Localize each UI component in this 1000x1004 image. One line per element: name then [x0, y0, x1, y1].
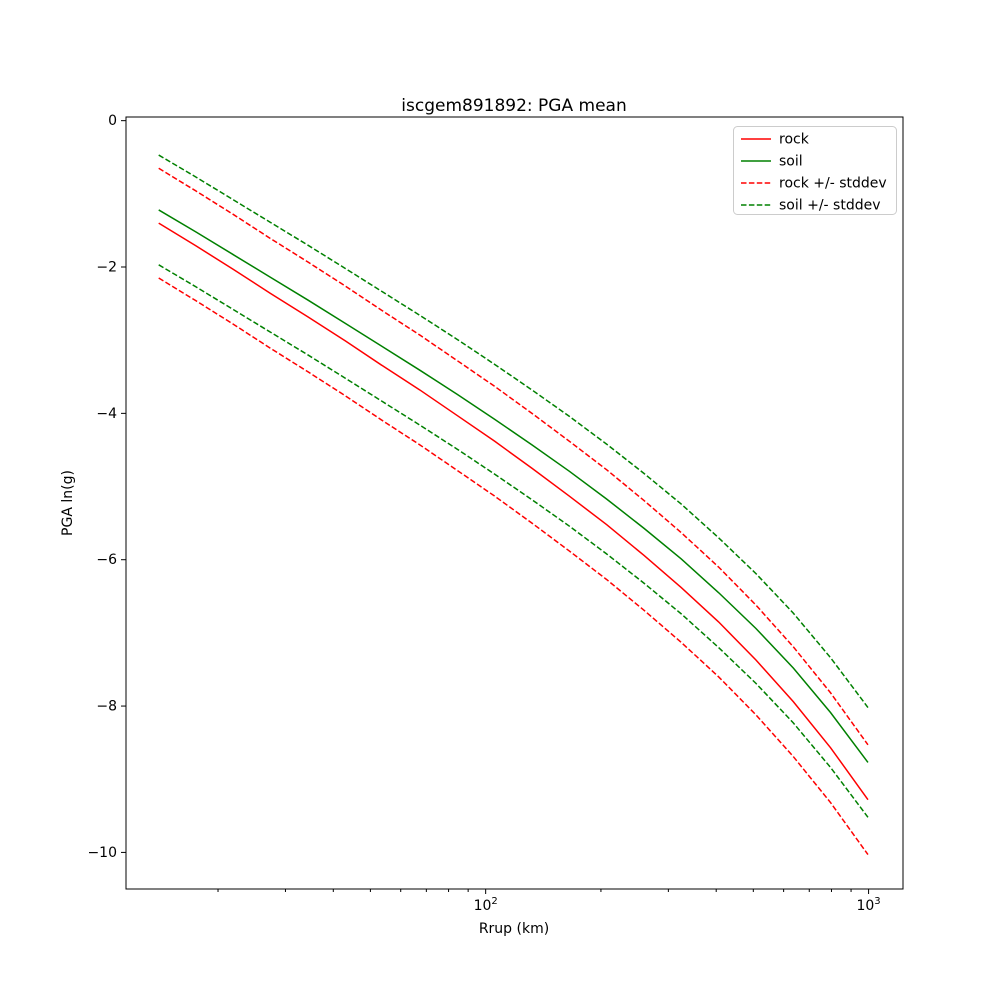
legend-item-rock-stddev: rock +/- stddev — [741, 176, 887, 192]
series-line-soil-stddev-upper — [158, 154, 869, 708]
y-tick-label: −2 — [96, 260, 117, 276]
legend-label-rock: rock — [779, 132, 810, 148]
x-axis-label: Rrup (km) — [479, 921, 549, 937]
legend-box — [733, 126, 897, 215]
axes-frame — [125, 116, 904, 890]
y-tick-label: −6 — [96, 552, 117, 568]
y-tick-label: −4 — [96, 406, 117, 422]
y-tick-label: −10 — [87, 845, 117, 861]
legend-item-soil: soil — [741, 154, 803, 170]
legend-label-soil-stddev: soil +/- stddev — [779, 198, 881, 214]
legend-label-rock-stddev: rock +/- stddev — [779, 176, 887, 192]
x-tick-label: 103 — [856, 896, 880, 914]
legend: rock soil rock +/- stddev soil +/- stdde… — [733, 126, 897, 215]
series-line-soil — [158, 209, 869, 763]
series-line-rock-stddev-lower — [158, 277, 869, 856]
chart-title: iscgem891892: PGA mean — [401, 96, 626, 116]
y-tick-label: −8 — [96, 699, 117, 715]
legend-label-soil: soil — [779, 154, 803, 170]
legend-item-rock: rock — [741, 132, 810, 148]
plot-area: 0 −2 −4 −6 −8 −10 102 103 — [87, 113, 904, 914]
series-line-rock-stddev-upper — [158, 167, 869, 746]
x-tick-label: 102 — [474, 896, 498, 914]
legend-item-soil-stddev: soil +/- stddev — [741, 198, 881, 214]
y-tick-label: 0 — [108, 113, 117, 129]
series-line-soil-stddev-lower — [158, 264, 869, 818]
series-line-rock — [158, 222, 869, 801]
y-axis-label: PGA ln(g) — [60, 470, 76, 536]
